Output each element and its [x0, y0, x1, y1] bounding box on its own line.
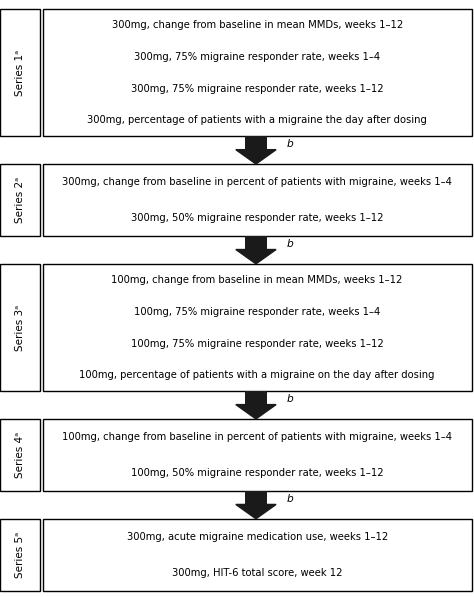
Bar [43, 419, 472, 491]
Text: 100mg, 50% migraine responder rate, weeks 1–12: 100mg, 50% migraine responder rate, week… [131, 468, 383, 478]
Bar [246, 392, 267, 405]
Bar [43, 164, 472, 236]
Bar [0, 164, 40, 236]
Text: b: b [287, 394, 293, 404]
Text: 300mg, 50% migraine responder rate, weeks 1–12: 300mg, 50% migraine responder rate, week… [131, 213, 383, 223]
Text: Series 1ᵃ: Series 1ᵃ [15, 50, 25, 96]
Bar [246, 137, 267, 150]
Text: 100mg, 75% migraine responder rate, weeks 1–4: 100mg, 75% migraine responder rate, week… [134, 307, 380, 316]
Bar [0, 519, 40, 591]
Text: Series 4ᵃ: Series 4ᵃ [15, 432, 25, 478]
Text: Series 3ᵃ: Series 3ᵃ [15, 304, 25, 350]
Text: 300mg, change from baseline in mean MMDs, weeks 1–12: 300mg, change from baseline in mean MMDs… [111, 20, 403, 30]
Text: 100mg, change from baseline in percent of patients with migraine, weeks 1–4: 100mg, change from baseline in percent o… [62, 432, 452, 442]
Text: Series 5ᵃ: Series 5ᵃ [15, 532, 25, 578]
Bar [0, 264, 40, 392]
Text: b: b [287, 494, 293, 504]
Text: Series 2ᵃ: Series 2ᵃ [15, 177, 25, 223]
Text: 300mg, HIT-6 total score, week 12: 300mg, HIT-6 total score, week 12 [172, 568, 342, 578]
Polygon shape [236, 504, 276, 519]
Text: 300mg, 75% migraine responder rate, weeks 1–4: 300mg, 75% migraine responder rate, week… [134, 52, 380, 61]
Polygon shape [236, 250, 276, 264]
Text: b: b [287, 239, 293, 249]
Polygon shape [236, 405, 276, 419]
Text: 100mg, change from baseline in mean MMDs, weeks 1–12: 100mg, change from baseline in mean MMDs… [111, 275, 403, 285]
Text: b: b [287, 139, 293, 149]
Bar [43, 519, 472, 591]
Bar [246, 236, 267, 250]
Bar [246, 491, 267, 504]
Text: 300mg, change from baseline in percent of patients with migraine, weeks 1–4: 300mg, change from baseline in percent o… [62, 177, 452, 187]
Text: 100mg, percentage of patients with a migraine on the day after dosing: 100mg, percentage of patients with a mig… [79, 370, 435, 380]
Text: 300mg, percentage of patients with a migraine the day after dosing: 300mg, percentage of patients with a mig… [87, 115, 427, 125]
Bar [0, 419, 40, 491]
Bar [43, 264, 472, 392]
Text: 300mg, 75% migraine responder rate, weeks 1–12: 300mg, 75% migraine responder rate, week… [131, 84, 383, 94]
Bar [43, 9, 472, 137]
Polygon shape [236, 150, 276, 164]
Text: 300mg, acute migraine medication use, weeks 1–12: 300mg, acute migraine medication use, we… [127, 532, 388, 542]
Text: 100mg, 75% migraine responder rate, weeks 1–12: 100mg, 75% migraine responder rate, week… [131, 338, 383, 349]
Bar [0, 9, 40, 137]
